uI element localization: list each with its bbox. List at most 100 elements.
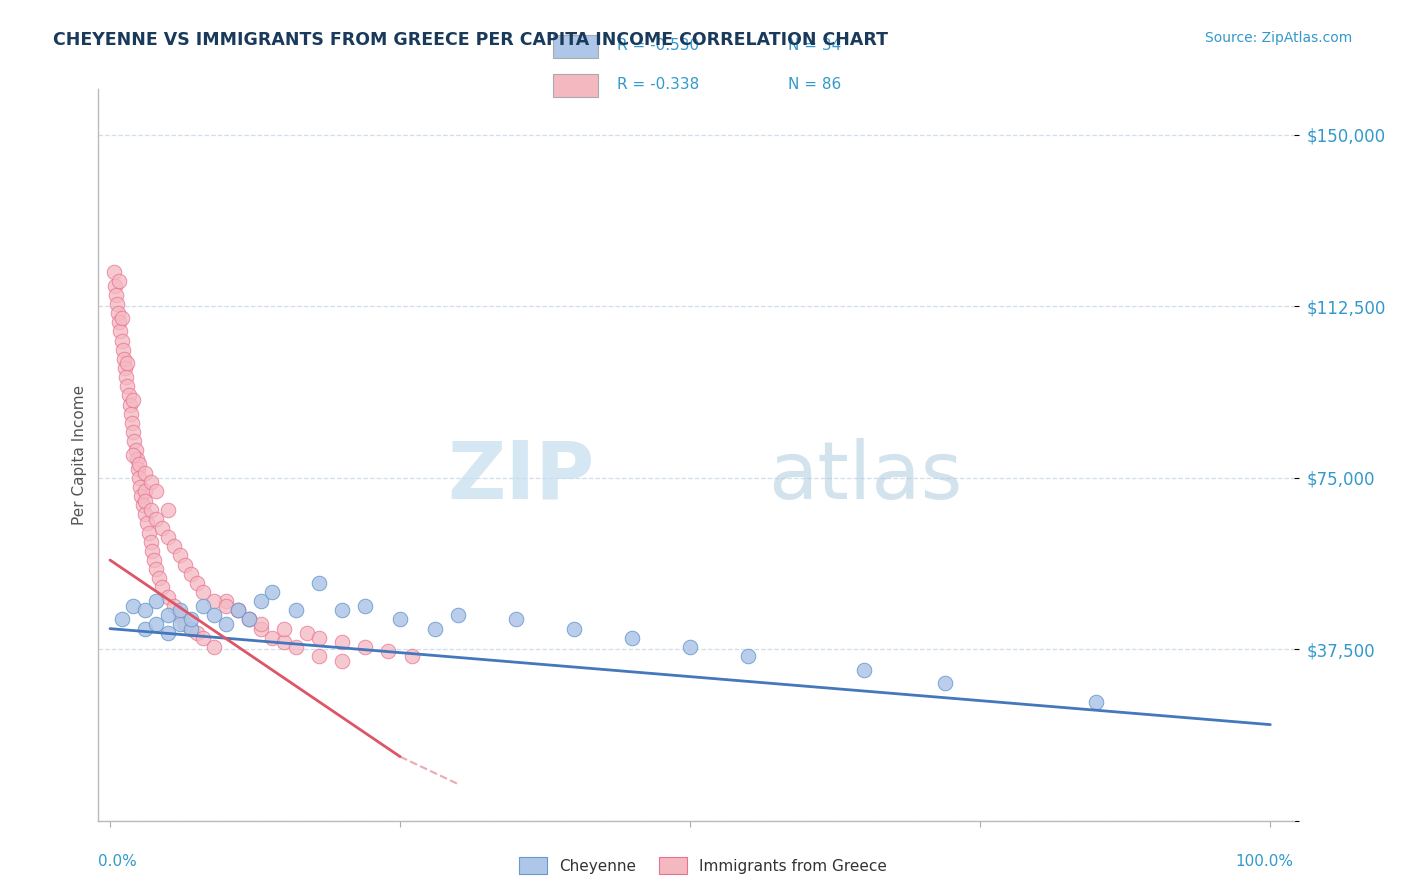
Point [118, 398, 141, 412]
Point [169, 617, 191, 632]
Point [853, 663, 876, 677]
Point [186, 626, 208, 640]
Point [163, 599, 186, 613]
Point [157, 607, 180, 622]
Point [401, 649, 423, 664]
Text: R = -0.338: R = -0.338 [617, 78, 699, 92]
Point [122, 599, 145, 613]
Point [136, 516, 159, 531]
Point [284, 603, 307, 617]
Point [141, 544, 163, 558]
Point [150, 521, 173, 535]
Point [111, 343, 134, 357]
Point [157, 530, 180, 544]
Point [128, 457, 150, 471]
Point [204, 640, 226, 654]
Point [204, 594, 226, 608]
Point [107, 306, 129, 320]
Point [262, 585, 284, 599]
Point [330, 603, 353, 617]
Point [121, 416, 143, 430]
Point [145, 512, 167, 526]
Point [330, 635, 353, 649]
Point [157, 502, 180, 516]
Point [934, 676, 956, 690]
Point [169, 549, 191, 563]
Point [204, 607, 226, 622]
Point [174, 558, 197, 572]
Point [262, 631, 284, 645]
Point [562, 622, 585, 636]
Point [114, 361, 136, 376]
Point [122, 392, 145, 407]
Point [111, 612, 134, 626]
Point [250, 594, 273, 608]
Point [330, 654, 353, 668]
Point [122, 425, 145, 439]
Point [134, 508, 156, 522]
Point [377, 644, 399, 658]
Point [131, 489, 153, 503]
Point [273, 635, 295, 649]
Point [389, 612, 412, 626]
Point [308, 631, 330, 645]
Point [1085, 695, 1108, 709]
Point [112, 351, 135, 366]
Point [129, 480, 152, 494]
Point [127, 461, 149, 475]
Point [186, 576, 208, 591]
Point [354, 599, 377, 613]
Point [215, 617, 238, 632]
Point [273, 622, 295, 636]
Point [128, 471, 150, 485]
Point [120, 407, 142, 421]
Point [163, 539, 186, 553]
Point [180, 566, 202, 581]
Point [134, 603, 156, 617]
Point [115, 370, 138, 384]
Point [134, 466, 156, 480]
Point [238, 612, 260, 626]
Point [124, 443, 146, 458]
Point [143, 553, 166, 567]
Point [134, 493, 156, 508]
Point [104, 288, 127, 302]
Point [215, 599, 238, 613]
Text: 0.0%: 0.0% [98, 854, 138, 869]
Point [226, 603, 249, 617]
Point [104, 278, 127, 293]
Point [145, 617, 167, 632]
Point [191, 585, 214, 599]
Point [226, 603, 249, 617]
Point [139, 475, 162, 490]
Point [145, 562, 167, 576]
Point [117, 388, 139, 402]
Point [679, 640, 702, 654]
Point [238, 612, 260, 626]
Point [117, 356, 139, 370]
Point [105, 297, 128, 311]
Point [108, 315, 131, 329]
Point [505, 612, 527, 626]
Legend: Cheyenne, Immigrants from Greece: Cheyenne, Immigrants from Greece [513, 851, 893, 880]
Point [250, 622, 273, 636]
Point [134, 484, 156, 499]
Bar [553, 35, 599, 58]
Point [180, 622, 202, 636]
Point [103, 265, 125, 279]
Point [125, 452, 148, 467]
Point [250, 617, 273, 632]
Point [180, 622, 202, 636]
Point [447, 607, 470, 622]
Point [191, 631, 214, 645]
Text: N = 86: N = 86 [789, 78, 841, 92]
Point [134, 622, 156, 636]
Point [297, 626, 319, 640]
Point [138, 525, 160, 540]
Text: ZIP: ZIP [447, 438, 595, 516]
Y-axis label: Per Capita Income: Per Capita Income [72, 384, 87, 525]
Point [148, 571, 170, 585]
Point [238, 612, 260, 626]
Point [145, 484, 167, 499]
Point [122, 448, 145, 462]
